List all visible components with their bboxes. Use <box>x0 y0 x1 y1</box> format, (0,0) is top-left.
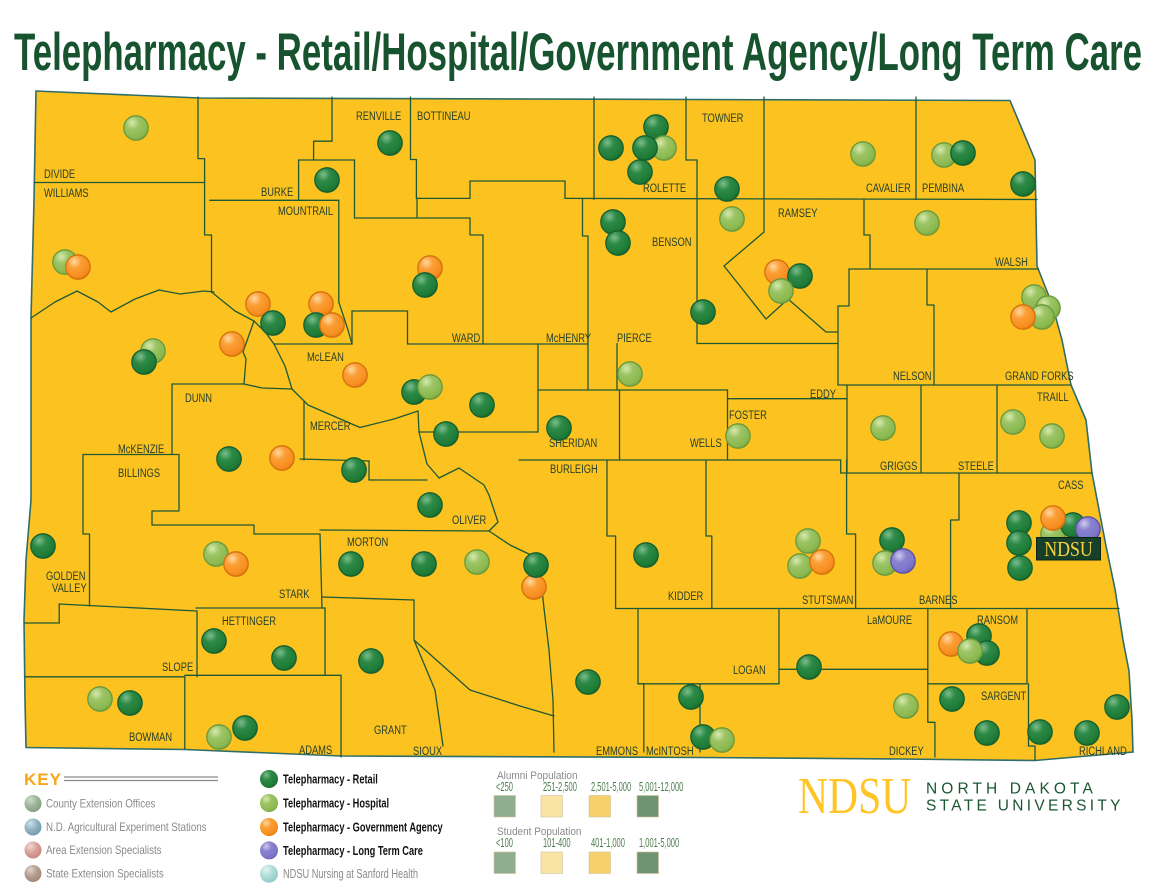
svg-text:ADAMS: ADAMS <box>299 744 332 757</box>
svg-text:RAMSEY: RAMSEY <box>778 207 817 220</box>
svg-text:2,501-5,000: 2,501-5,000 <box>591 780 631 795</box>
svg-text:Telepharmacy - Long Term Care: Telepharmacy - Long Term Care <box>283 845 423 859</box>
svg-text:MERCER: MERCER <box>310 420 351 433</box>
svg-text:BURKE: BURKE <box>261 186 293 199</box>
svg-text:Area Extension Specialists: Area Extension Specialists <box>46 844 162 857</box>
svg-text:KIDDER: KIDDER <box>668 590 704 603</box>
svg-text:PEMBINA: PEMBINA <box>922 182 965 195</box>
svg-text:DICKEY: DICKEY <box>889 745 924 758</box>
svg-text:State Extension Specialists: State Extension Specialists <box>46 868 164 881</box>
svg-text:SIOUX: SIOUX <box>413 745 442 758</box>
svg-text:NORTH DAKOTA: NORTH DAKOTA <box>926 781 1097 798</box>
svg-text:LaMOURE: LaMOURE <box>867 614 912 627</box>
svg-text:ROLETTE: ROLETTE <box>643 182 686 195</box>
svg-text:OLIVER: OLIVER <box>452 514 487 527</box>
svg-text:STUTSMAN: STUTSMAN <box>802 594 853 607</box>
svg-text:BURLEIGH: BURLEIGH <box>550 463 598 476</box>
svg-text:WALSH: WALSH <box>995 256 1028 269</box>
svg-text:STATE UNIVERSITY: STATE UNIVERSITY <box>926 798 1124 815</box>
svg-text:WELLS: WELLS <box>690 437 722 450</box>
svg-text:GRIGGS: GRIGGS <box>880 460 917 473</box>
svg-text:RANSOM: RANSOM <box>977 614 1018 627</box>
svg-text:NELSON: NELSON <box>893 370 931 383</box>
svg-text:LOGAN: LOGAN <box>733 664 766 677</box>
svg-text:GRAND FORKS: GRAND FORKS <box>1005 370 1074 383</box>
svg-text:GRANT: GRANT <box>374 724 407 737</box>
svg-text:101-400: 101-400 <box>543 836 571 851</box>
svg-text:WILLIAMS: WILLIAMS <box>44 187 89 200</box>
svg-text:VALLEY: VALLEY <box>52 582 87 595</box>
svg-text:McLEAN: McLEAN <box>307 351 344 364</box>
svg-text:Telepharmacy - Retail: Telepharmacy - Retail <box>283 773 378 787</box>
svg-text:Telepharmacy - Retail/Hospital: Telepharmacy - Retail/Hospital/Governmen… <box>14 23 1142 82</box>
svg-text:251-2,500: 251-2,500 <box>543 780 577 795</box>
svg-text:Student Population: Student Population <box>497 825 581 838</box>
svg-text:WARD: WARD <box>452 332 480 345</box>
svg-text:N.D. Agricultural Experiment S: N.D. Agricultural Experiment Stations <box>46 821 207 834</box>
svg-text:STEELE: STEELE <box>958 460 994 473</box>
svg-text:County Extension Offices: County Extension Offices <box>46 798 155 811</box>
svg-text:PIERCE: PIERCE <box>617 332 652 345</box>
svg-text:EMMONS: EMMONS <box>596 745 638 758</box>
svg-text:BOWMAN: BOWMAN <box>129 731 172 744</box>
svg-text:SARGENT: SARGENT <box>981 690 1027 703</box>
svg-text:5,001-12,000: 5,001-12,000 <box>639 780 683 795</box>
svg-text:BARNES: BARNES <box>919 594 957 607</box>
svg-text:STARK: STARK <box>279 588 310 601</box>
svg-text:NDSU: NDSU <box>1044 539 1093 562</box>
svg-text:MOUNTRAIL: MOUNTRAIL <box>278 205 333 218</box>
svg-text:BILLINGS: BILLINGS <box>118 467 160 480</box>
svg-text:RENVILLE: RENVILLE <box>356 110 401 123</box>
svg-text:1,001-5,000: 1,001-5,000 <box>639 836 679 851</box>
svg-text:MORTON: MORTON <box>347 536 388 549</box>
svg-text:GOLDEN: GOLDEN <box>46 570 85 583</box>
svg-text:Alumni Population: Alumni Population <box>497 769 578 782</box>
svg-text:Telepharmacy - Government Agen: Telepharmacy - Government Agency <box>283 821 443 835</box>
svg-text:McHENRY: McHENRY <box>546 332 591 345</box>
svg-text:FOSTER: FOSTER <box>729 409 767 422</box>
svg-text:HETTINGER: HETTINGER <box>222 615 276 628</box>
svg-text:SLOPE: SLOPE <box>162 661 193 674</box>
svg-text:DIVIDE: DIVIDE <box>44 168 75 181</box>
svg-text:McINTOSH: McINTOSH <box>646 745 694 758</box>
svg-text:NDSU Nursing at Sanford Health: NDSU Nursing at Sanford Health <box>283 868 418 882</box>
svg-text:<100: <100 <box>496 836 513 851</box>
svg-text:TRAILL: TRAILL <box>1037 391 1069 404</box>
svg-text:McKENZIE: McKENZIE <box>118 443 164 456</box>
svg-text:401-1,000: 401-1,000 <box>591 836 625 851</box>
svg-text:NDSU: NDSU <box>798 768 911 825</box>
svg-text:CASS: CASS <box>1058 479 1083 492</box>
svg-text:DUNN: DUNN <box>185 392 212 405</box>
svg-text:Telepharmacy - Hospital: Telepharmacy - Hospital <box>283 797 389 811</box>
svg-text:EDDY: EDDY <box>810 388 836 401</box>
svg-text:TOWNER: TOWNER <box>702 112 744 125</box>
svg-text:KEY: KEY <box>24 770 62 789</box>
svg-text:<250: <250 <box>496 780 513 795</box>
svg-text:CAVALIER: CAVALIER <box>866 182 911 195</box>
svg-text:RICHLAND: RICHLAND <box>1079 745 1127 758</box>
svg-text:BENSON: BENSON <box>652 236 691 249</box>
svg-text:BOTTINEAU: BOTTINEAU <box>417 110 471 123</box>
